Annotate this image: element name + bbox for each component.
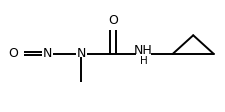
Text: NH: NH bbox=[134, 44, 152, 57]
Text: H: H bbox=[139, 56, 147, 66]
Text: N: N bbox=[43, 47, 52, 60]
Text: N: N bbox=[76, 47, 86, 60]
Text: O: O bbox=[8, 47, 18, 60]
Text: O: O bbox=[108, 14, 117, 27]
